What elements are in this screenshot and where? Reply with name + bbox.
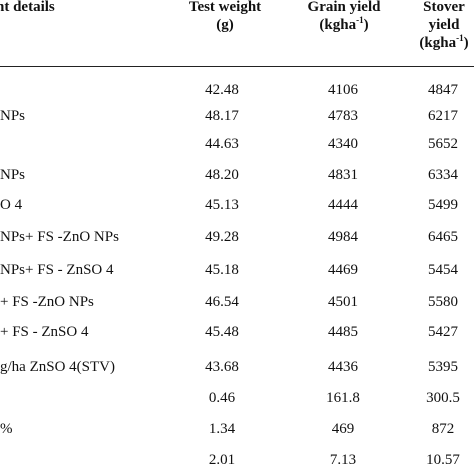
test-weight-cell: 49.28 bbox=[205, 229, 239, 245]
grain-yield-cell: 161.8 bbox=[326, 390, 360, 406]
header-stover-yield-line2: yield bbox=[428, 17, 460, 33]
table-row: 0.46 161.8 300.5 bbox=[0, 386, 474, 410]
table-row: O 4 45.13 4444 5499 bbox=[0, 193, 474, 217]
grain-yield-cell: 7.13 bbox=[329, 452, 357, 468]
header-test-weight-line2: (g) bbox=[216, 17, 234, 33]
grain-yield-cell: 4984 bbox=[328, 229, 358, 245]
stover-yield-cell: 5395 bbox=[428, 359, 458, 375]
table-row: NPs+ FS -ZnO NPs 49.28 4984 6465 bbox=[0, 225, 474, 249]
treatment-cell: O 4 bbox=[0, 197, 23, 213]
header-divider bbox=[0, 66, 474, 67]
treatment-cell: NPs bbox=[0, 167, 26, 183]
stover-yield-cell: 5499 bbox=[428, 197, 458, 213]
test-weight-cell: 45.48 bbox=[205, 324, 239, 340]
grain-yield-cell: 4469 bbox=[328, 262, 358, 278]
grain-yield-cell: 4501 bbox=[328, 294, 358, 310]
header-grain-yield-line1: Grain yield bbox=[307, 0, 381, 15]
table-row: NPs 48.17 4783 6217 bbox=[0, 104, 474, 128]
treatment-cell: + FS -ZnO NPs bbox=[0, 294, 94, 310]
treatment-cell: NPs+ FS -ZnO NPs bbox=[0, 229, 119, 245]
stover-yield-cell: 5580 bbox=[428, 294, 458, 310]
header-treatment-details: nt details bbox=[0, 0, 55, 15]
table-row: NPs 48.20 4831 6334 bbox=[0, 163, 474, 187]
stover-yield-cell: 5454 bbox=[428, 262, 458, 278]
stover-yield-cell: 300.5 bbox=[426, 390, 460, 406]
stover-yield-cell: 6334 bbox=[428, 167, 458, 183]
treatment-cell: + FS - ZnSO 4 bbox=[0, 324, 89, 340]
table-row: NPs+ FS - ZnSO 4 45.18 4469 5454 bbox=[0, 258, 474, 282]
table-row: 44.63 4340 5652 bbox=[0, 132, 474, 156]
treatment-cell: NPs+ FS - ZnSO 4 bbox=[0, 262, 114, 278]
test-weight-cell: 2.01 bbox=[208, 452, 236, 468]
grain-yield-cell: 4485 bbox=[328, 324, 358, 340]
grain-yield-cell: 4106 bbox=[328, 82, 358, 98]
stover-yield-cell: 5427 bbox=[428, 324, 458, 340]
header-test-weight-line1: Test weight bbox=[188, 0, 262, 15]
header-grain-yield-unit: (kgha-1) bbox=[319, 15, 369, 34]
test-weight-cell: 1.34 bbox=[208, 421, 236, 437]
test-weight-cell: 45.18 bbox=[205, 262, 239, 278]
treatment-cell: % bbox=[0, 421, 13, 437]
table-row: + FS -ZnO NPs 46.54 4501 5580 bbox=[0, 290, 474, 314]
header-stover-yield-unit: (kgha-1) bbox=[419, 33, 469, 52]
table-row: 42.48 4106 4847 bbox=[0, 78, 474, 102]
grain-yield-cell: 4444 bbox=[328, 197, 358, 213]
grain-yield-cell: 4340 bbox=[328, 136, 358, 152]
grain-yield-cell: 4436 bbox=[328, 359, 358, 375]
stover-yield-cell: 6465 bbox=[428, 229, 458, 245]
test-weight-cell: 42.48 bbox=[205, 82, 239, 98]
test-weight-cell: 44.63 bbox=[205, 136, 239, 152]
table-row: % 1.34 469 872 bbox=[0, 417, 474, 441]
table-row: 2.01 7.13 10.57 bbox=[0, 448, 474, 472]
stover-yield-cell: 872 bbox=[431, 421, 455, 437]
test-weight-cell: 0.46 bbox=[208, 390, 236, 406]
stover-yield-cell: 6217 bbox=[428, 108, 458, 124]
grain-yield-cell: 4783 bbox=[328, 108, 358, 124]
header-stover-yield: Stover yield (kgha-1) bbox=[404, 0, 474, 52]
stover-yield-cell: 4847 bbox=[428, 82, 458, 98]
test-weight-cell: 48.17 bbox=[205, 108, 239, 124]
stover-yield-cell: 5652 bbox=[428, 136, 458, 152]
grain-yield-cell: 4831 bbox=[328, 167, 358, 183]
header-test-weight: Test weight (g) bbox=[180, 0, 270, 34]
stover-yield-cell: 10.57 bbox=[426, 452, 460, 468]
test-weight-cell: 43.68 bbox=[205, 359, 239, 375]
header-stover-yield-line1: Stover bbox=[423, 0, 465, 15]
treatment-cell: NPs bbox=[0, 108, 26, 124]
test-weight-cell: 46.54 bbox=[205, 294, 239, 310]
test-weight-cell: 45.13 bbox=[205, 197, 239, 213]
grain-yield-cell: 469 bbox=[331, 421, 355, 437]
table-row: g/ha ZnSO 4(STV) 43.68 4436 5395 bbox=[0, 355, 474, 379]
table-row: + FS - ZnSO 4 45.48 4485 5427 bbox=[0, 320, 474, 344]
header-grain-yield: Grain yield (kgha-1) bbox=[298, 0, 390, 34]
treatment-cell: g/ha ZnSO 4(STV) bbox=[0, 359, 115, 375]
test-weight-cell: 48.20 bbox=[205, 167, 239, 183]
